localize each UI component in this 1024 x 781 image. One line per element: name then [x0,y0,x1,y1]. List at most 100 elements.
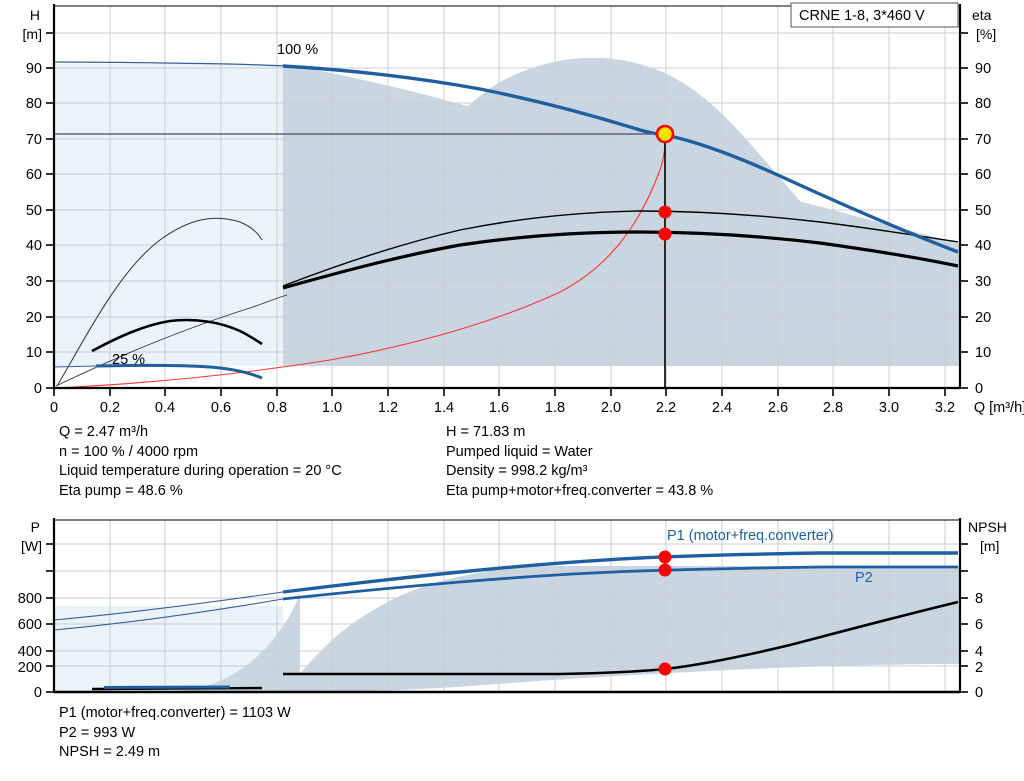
top-ytick-70: 70 [26,132,42,148]
top-ytick-40: 40 [26,238,42,254]
top-ytick-90: 90 [26,61,42,77]
top-y2tick-10: 10 [975,345,991,361]
p-25-curve [103,685,231,689]
info-npsh: NPSH = 2.49 m [59,744,161,760]
top-xtick-20: 2.0 [601,400,621,416]
p1-curve [282,551,958,594]
info-p2: P2 = 993 W [59,724,136,741]
info-density: Density = 998.2 kg/m³ [446,463,588,479]
title-box [790,2,959,28]
top-right-axis-title: eta [972,7,992,23]
annotation-25-percent: 25 % [112,352,145,368]
top-gridlines [54,6,960,388]
top-left-axis-title: H [30,7,40,23]
info-liquid: Pumped liquid = Water [446,443,593,460]
title-box-label: CRNE 1-8, 3*460 V [799,8,925,24]
duty-dot-p2 [658,563,672,577]
top-xtick-04: 0.4 [155,400,175,416]
top-xtick-08: 0.8 [267,400,287,416]
top-y2tick-40: 40 [975,238,991,254]
info-block-bottom: P1 (motor+freq.converter) = 1103 W P2 = … [59,704,291,763]
top-xtick-22: 2.2 [656,400,676,416]
top-ytick-60: 60 [26,167,42,183]
power-npsh-chart: 800 600 400 200 0 P [W] 8 6 4 2 0 NPSH [… [18,518,1007,699]
annotation-100-percent: 100 % [277,42,318,58]
bottom-ytick-600: 600 [18,617,42,633]
top-xtick-16: 1.6 [489,400,509,416]
top-ytick-10: 10 [26,345,42,361]
bottom-envelope-dark-2 [160,592,300,692]
info-block-left: Q = 2.47 m³/h n = 100 % / 4000 rpm Liqui… [59,423,342,501]
info-temp: Liquid temperature during operation = 20… [59,463,342,479]
top-xtick-24: 2.4 [712,400,732,416]
top-xtick-12: 1.2 [378,400,398,416]
top-y2tick-0: 0 [975,381,983,397]
top-xtick-06: 0.6 [211,400,231,416]
head-curve-25-thin [54,365,97,368]
bottom-y2tick-2: 2 [975,660,983,676]
eta-25-thin-upper [56,217,263,387]
head-curve-100-thin [54,61,284,67]
bottom-envelope-light [54,606,283,692]
top-xtick-02: 0.2 [100,400,120,416]
top-xtick-30: 3.0 [879,400,899,416]
bottom-gridlines [54,520,960,692]
info-etatotal: Eta pump+motor+freq.converter = 43.8 % [446,482,714,499]
top-xtick-28: 2.8 [823,400,843,416]
bottom-left-ticks [46,543,54,693]
info-block-right: H = 71.83 m Pumped liquid = Water Densit… [446,423,713,501]
top-y2tick-90: 90 [975,61,991,77]
p1-thin-lowflow [54,591,284,621]
p2-thin-lowflow [54,598,284,631]
x-axis-title: Q [m³/h] [974,400,1024,416]
bottom-left-axis-unit: [W] [21,538,42,554]
duty-point-inner-square [660,129,667,136]
bottom-ytick-200: 200 [18,660,42,676]
top-left-ticks [46,32,54,389]
info-p1: P1 (motor+freq.converter) = 1103 W [59,705,291,721]
bottom-y2tick-8: 8 [975,591,983,607]
eta-total-curve [282,230,959,290]
annotation-p2: P2 [855,570,873,586]
top-xtick-0: 0 [50,400,58,416]
bottom-y2tick-6: 6 [975,617,983,633]
top-ytick-50: 50 [26,203,42,219]
top-y2tick-20: 20 [975,310,991,326]
bottom-right-axis-unit: [m] [980,538,999,554]
bottom-y2tick-0: 0 [975,685,983,699]
npsh-curve [283,600,959,676]
eta-pump-25-curve [91,318,263,353]
top-y2tick-80: 80 [975,96,991,112]
info-etapump: Eta pump = 48.6 % [59,482,183,499]
info-q: Q = 2.47 m³/h [59,424,149,440]
bottom-right-axis-title: NPSH [968,519,1007,535]
top-xtick-10: 1.0 [322,400,342,416]
duty-dot-eta-pump [658,205,672,219]
top-xtick-14: 1.4 [434,400,454,416]
top-y2tick-60: 60 [975,167,991,183]
eta-pump-curve [282,210,959,287]
head-efficiency-chart: 90 80 70 60 50 40 30 20 10 0 H [m] 90 80… [23,2,1024,416]
top-y2tick-30: 30 [975,274,991,290]
bottom-ytick-0: 0 [34,685,42,699]
annotation-p1: P1 (motor+freq.converter) [667,528,833,544]
top-y2tick-70: 70 [975,132,991,148]
top-ytick-80: 80 [26,96,42,112]
top-ytick-0: 0 [34,381,42,397]
top-y2tick-50: 50 [975,203,991,219]
operating-envelope-dark-3 [283,64,960,366]
top-left-axis-unit: [m] [23,26,42,42]
duty-dot-npsh [658,662,672,676]
top-xtick-18: 1.8 [545,400,565,416]
duty-dot-eta-total [658,227,672,241]
bottom-left-axis-title: P [31,519,40,535]
top-right-axis-unit: [%] [976,26,996,42]
top-ytick-20: 20 [26,310,42,326]
info-n: n = 100 % / 4000 rpm [59,443,199,460]
system-curve-red [54,133,666,388]
info-h: H = 71.83 m [446,424,526,440]
bottom-y2tick-4: 4 [975,644,983,660]
duty-dot-p1 [658,550,672,564]
bottom-envelope-white-cut [300,664,960,692]
